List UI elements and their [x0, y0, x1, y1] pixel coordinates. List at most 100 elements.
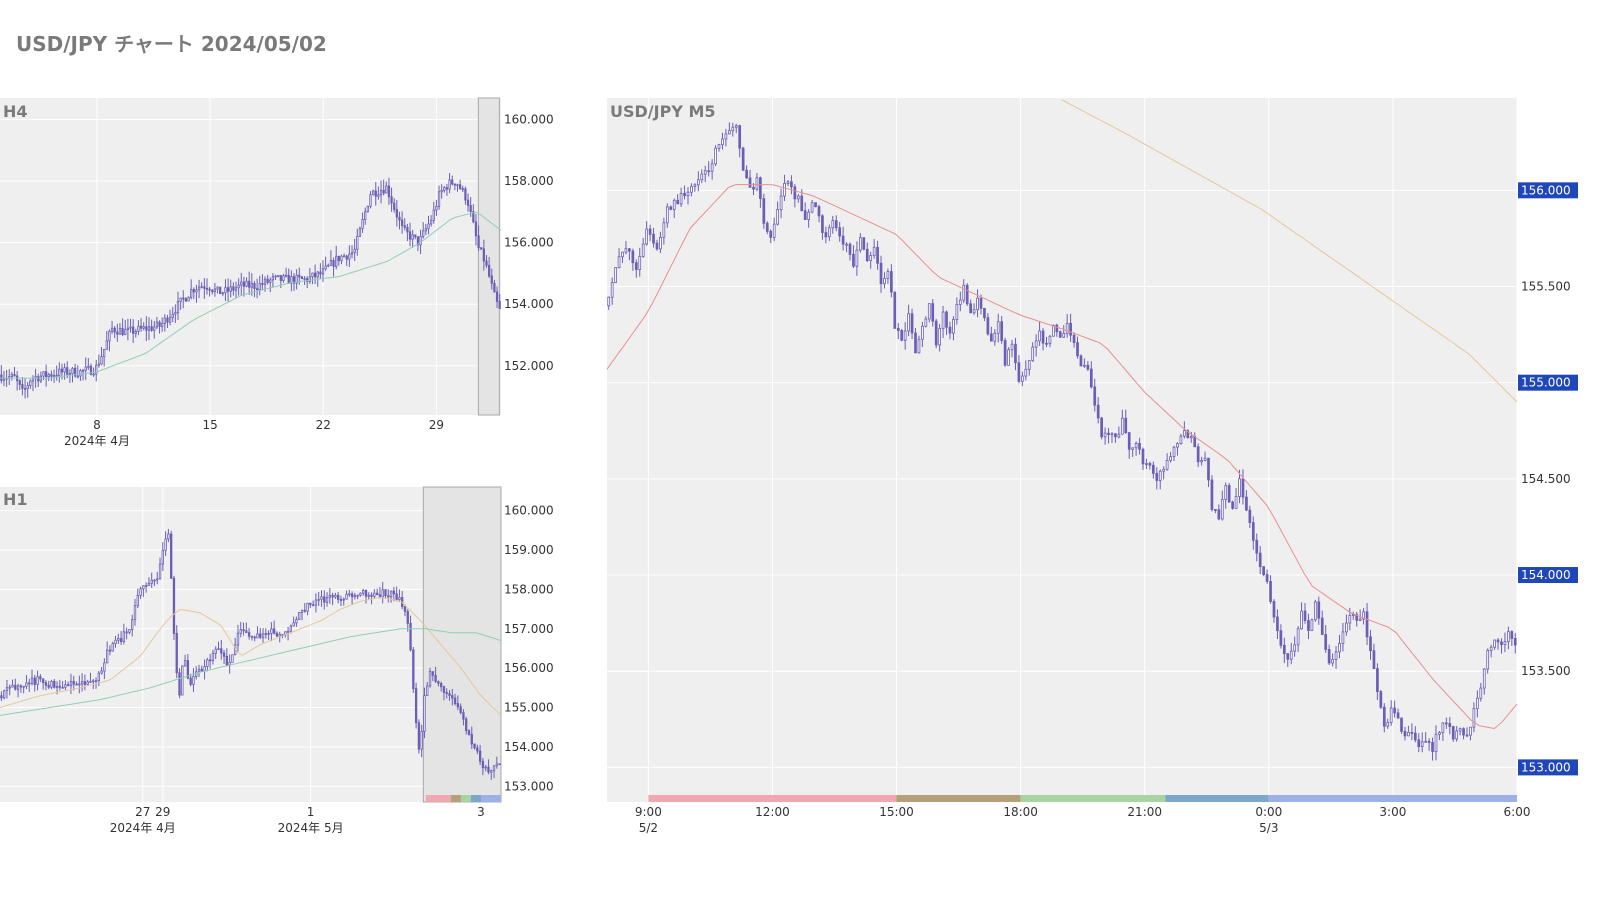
h1-xtick-sublabel: 2024年 4月 — [110, 821, 176, 835]
h1-candle-body — [5, 687, 9, 692]
h1-candle-body — [375, 592, 379, 596]
m5-candle-body — [824, 232, 828, 238]
m5-candle-body — [1427, 740, 1431, 743]
m5-candle-body — [817, 206, 821, 217]
m5-candle-body — [1362, 611, 1365, 620]
m5-candle-body — [1389, 707, 1393, 723]
m5-candle-body — [683, 192, 686, 197]
h4-moving-average-1 — [0, 211, 502, 379]
h4-xtick-label: 8 — [93, 418, 101, 432]
h1-candle-body — [203, 666, 206, 672]
h4-candle-body — [97, 363, 101, 366]
h4-candle-body — [480, 247, 483, 250]
m5-candle-body — [872, 246, 876, 256]
m5-candle-body — [1041, 330, 1045, 344]
h1-candle-body — [50, 680, 53, 688]
m5-candle-body — [1386, 722, 1390, 727]
m5-candle-body — [1455, 730, 1459, 740]
h4-candle-body — [10, 374, 13, 377]
h1-candle-body — [350, 593, 354, 598]
h4-candle-body — [279, 275, 282, 281]
m5-candle-body — [1214, 509, 1217, 511]
h1-candle-body — [298, 611, 301, 620]
h4-candle-body — [100, 356, 103, 365]
h1-candle-body — [144, 585, 148, 587]
h1-candle-body — [295, 619, 298, 624]
m5-candle-body — [921, 325, 924, 340]
h1-candle-body — [487, 766, 490, 773]
m5-candle-body — [1324, 634, 1328, 650]
h1-candle-body — [275, 632, 279, 637]
h1-candle-body — [406, 611, 409, 624]
m5-candle-body — [1472, 708, 1476, 728]
m5-candle-body — [958, 299, 962, 305]
h4-candle-body — [290, 276, 293, 284]
h4-candle-body — [437, 191, 441, 207]
h1-candle-body — [478, 750, 482, 762]
m5-candle-body — [638, 256, 642, 270]
m5-candle-body — [1241, 478, 1245, 498]
h4-candle-body — [292, 276, 296, 284]
page-title: USD/JPY チャート 2024/05/02 — [16, 32, 327, 56]
m5-candle-body — [1376, 668, 1379, 693]
h1-candle-body — [44, 682, 48, 686]
h4-candles — [0, 172, 501, 399]
h1-candle-body — [211, 652, 215, 661]
m5-candle-body — [1162, 468, 1166, 472]
m5-candle-body — [1117, 433, 1121, 438]
h1-candle-body — [195, 671, 198, 677]
m5-candle-body — [814, 202, 817, 208]
m5-candle-body — [759, 177, 762, 199]
m5-candle-body — [907, 313, 910, 332]
m5-candle-body — [1003, 340, 1007, 366]
m5-candle-body — [790, 181, 793, 188]
h1-candle-body — [94, 680, 98, 683]
h1-xtick-sublabel: 2024年 5月 — [278, 821, 344, 835]
h1-candle-body — [122, 631, 126, 642]
h4-candle-body — [66, 367, 69, 375]
h1-candle-body — [389, 590, 393, 598]
h1-candle-body — [470, 734, 473, 745]
h4-current-range-box — [477, 97, 500, 416]
h1-candle-body — [473, 743, 476, 749]
m5-candle-body — [1083, 364, 1086, 367]
h1-candle-body — [245, 630, 248, 633]
m5-candle-body — [641, 243, 645, 257]
h4-candle-body — [184, 298, 188, 302]
h4-candle-body — [284, 274, 288, 277]
m5-candle-body — [676, 199, 680, 205]
m5-xtick-label: 15:00 — [879, 805, 914, 819]
h4-xtick-label: 22 — [316, 418, 331, 432]
h4-candle-body — [371, 190, 375, 196]
m5-candle-body — [1262, 566, 1265, 575]
h1-candle-body — [286, 630, 290, 633]
m5-candle-body — [1327, 649, 1331, 664]
h1-candle-body — [370, 594, 373, 597]
m5-candle-body — [786, 181, 790, 184]
m5-candle-body — [910, 313, 914, 334]
h4-candle-body — [116, 331, 119, 335]
h1-candle-body — [175, 633, 178, 674]
h4-candle-body — [55, 374, 58, 377]
h1-candle-body — [323, 596, 326, 603]
m5-candle-body — [1110, 433, 1114, 436]
h4-candle-body — [195, 289, 198, 293]
h1-candle-body — [465, 718, 468, 732]
h1-candle-body — [214, 648, 217, 654]
m5-candle-body — [927, 303, 931, 320]
m5-candle-body — [1289, 650, 1293, 660]
h1-candle-body — [147, 582, 151, 586]
h1-moving-average-1 — [0, 596, 502, 716]
m5-candle-body — [1179, 435, 1183, 445]
h1-candle-body — [267, 633, 270, 635]
h4-candle-body — [466, 199, 470, 206]
h4-candle-body — [179, 297, 182, 302]
m5-candle-body — [617, 256, 621, 269]
m5-candle-body — [945, 311, 948, 328]
h4-candle-body — [63, 367, 66, 373]
h4-candle-body — [429, 220, 433, 225]
h4-candle-body — [161, 322, 164, 327]
h4-candle-body — [182, 297, 185, 300]
m5-candle-body — [1345, 622, 1348, 633]
h1-candle-body — [453, 697, 457, 704]
